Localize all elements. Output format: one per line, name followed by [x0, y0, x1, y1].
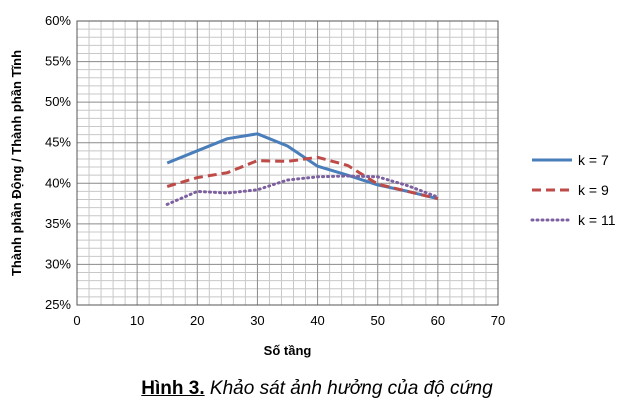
- caption-label: Hình 3.: [141, 378, 205, 399]
- major-grid: [76, 20, 499, 306]
- legend-label-2: k = 9: [578, 182, 609, 198]
- y-tick-label: 55%: [45, 54, 71, 69]
- series-line-3: [165, 174, 440, 206]
- y-tick-label: 60%: [45, 13, 71, 28]
- x-tick-label: 40: [310, 313, 324, 328]
- legend-label-3: k = 11: [578, 212, 616, 228]
- x-tick-label: 30: [250, 313, 264, 328]
- series-layer: [165, 132, 440, 206]
- series-line-1: [166, 132, 439, 201]
- y-tick-label: 40%: [45, 175, 71, 190]
- x-tick-label: 10: [130, 313, 144, 328]
- series-line-2: [166, 155, 439, 201]
- x-tick-label: 70: [491, 313, 505, 328]
- plot-area-frame: [76, 20, 499, 306]
- y-tick-label: 35%: [45, 216, 71, 231]
- minor-grid: [77, 21, 498, 305]
- y-tick-label: 30%: [45, 256, 71, 271]
- x-axis-title: Số tầng: [264, 343, 312, 358]
- y-axis-title: Thành phần Động / Thành phần Tĩnh: [9, 50, 24, 276]
- x-tick-label: 60: [431, 313, 445, 328]
- legend: k = 7 k = 9 k = 11: [530, 152, 616, 228]
- x-axis-ticks: 0 10 20 30 40 50 60 70: [73, 313, 505, 328]
- x-tick-label: 0: [73, 313, 80, 328]
- legend-label-1: k = 7: [578, 152, 609, 168]
- y-tick-label: 25%: [45, 297, 71, 312]
- chart: 25% 30% 35% 40% 45% 50% 55% 60% 0 10 20 30 40 50 60 70…: [9, 13, 616, 358]
- y-tick-label: 50%: [45, 94, 71, 109]
- x-tick-label: 20: [190, 313, 204, 328]
- caption-text: Khảo sát ảnh hưởng của độ cứng: [204, 378, 493, 399]
- y-axis-ticks: 25% 30% 35% 40% 45% 50% 55% 60%: [45, 13, 71, 312]
- x-tick-label: 50: [370, 313, 384, 328]
- y-tick-label: 45%: [45, 135, 71, 150]
- figure-caption: Hình 3. Khảo sát ảnh hưởng của độ cứng: [0, 378, 634, 400]
